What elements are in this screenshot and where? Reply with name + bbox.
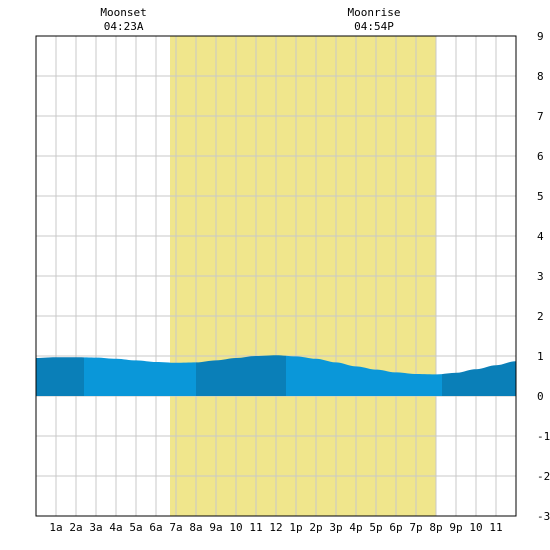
tide-band (286, 355, 442, 396)
tide-area (36, 355, 516, 396)
y-tick-label: 6 (537, 150, 544, 163)
x-tick-label: 3p (329, 521, 342, 534)
x-tick-label: 7a (169, 521, 182, 534)
tide-band (196, 355, 286, 396)
x-tick-label: 10 (469, 521, 482, 534)
y-tick-label: 0 (537, 390, 544, 403)
y-tick-label: 2 (537, 310, 544, 323)
tide-band (36, 357, 84, 396)
x-tick-label: 1p (289, 521, 302, 534)
x-tick-label: 2a (69, 521, 82, 534)
x-tick-label: 9a (209, 521, 222, 534)
grid (35, 35, 517, 517)
y-tick-label: 1 (537, 350, 544, 363)
y-tick-label: -2 (537, 470, 550, 483)
x-tick-label: 8p (429, 521, 442, 534)
y-tick-label: 3 (537, 270, 544, 283)
y-tick-label: 8 (537, 70, 544, 83)
x-tick-label: 4a (109, 521, 122, 534)
x-tick-label: 5a (129, 521, 142, 534)
x-tick-labels: 1a 2a 3a 4a 5a 6a 7a 8a 9a 10 11 12 1p 2p 3p 4p 5p 6p 7p 8p… (49, 521, 502, 534)
y-tick-label: -1 (537, 430, 550, 443)
y-tick-label: -3 (537, 510, 550, 523)
moon-event-time: 04:54P (354, 20, 394, 33)
x-tick-label: 2p (309, 521, 322, 534)
x-tick-label: 12 (269, 521, 282, 534)
tide-band (84, 357, 196, 396)
x-tick-label: 10 (229, 521, 242, 534)
x-tick-label: 6a (149, 521, 162, 534)
x-tick-label: 7p (409, 521, 422, 534)
x-tick-label: 6p (389, 521, 402, 534)
y-tick-label: 7 (537, 110, 544, 123)
plot-frame (35, 35, 517, 517)
x-tick-label: 8a (189, 521, 202, 534)
y-tick-label: 9 (537, 30, 544, 43)
x-tick-label: 1a (49, 521, 62, 534)
x-tick-label: 3a (89, 521, 102, 534)
plot-border (35, 35, 517, 517)
x-tick-label: 5p (369, 521, 382, 534)
moon-event-time: 04:23A (104, 20, 144, 33)
x-tick-label: 11 (489, 521, 502, 534)
y-tick-labels: -3 -2 -1 0 1 2 3 4 5 6 7 8 9 (537, 30, 550, 523)
x-tick-label: 11 (249, 521, 262, 534)
x-tick-label: 4p (349, 521, 362, 534)
y-tick-label: 5 (537, 190, 544, 203)
tide-band (442, 361, 516, 396)
moon-event-label: Moonset (100, 6, 146, 19)
x-tick-label: 9p (449, 521, 462, 534)
y-tick-label: 4 (537, 230, 544, 243)
moon-event-label: Moonrise (348, 6, 401, 19)
